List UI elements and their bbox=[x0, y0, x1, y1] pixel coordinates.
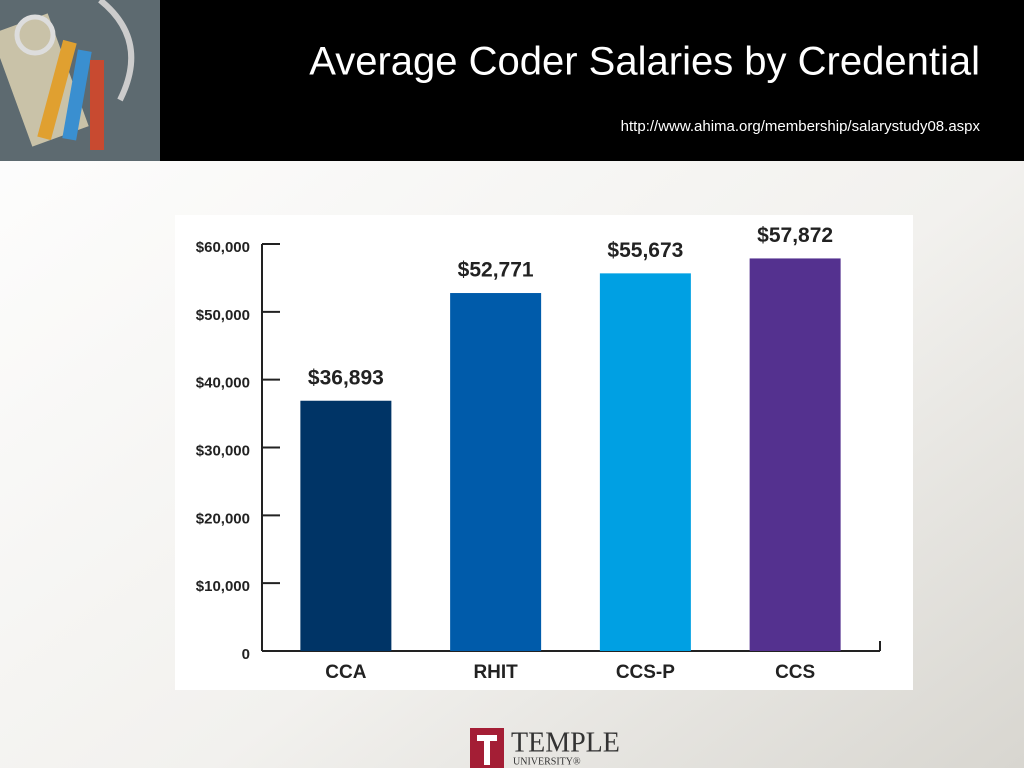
y-tick-label: $40,000 bbox=[196, 375, 250, 392]
slide-title: Average Coder Salaries by Credential bbox=[309, 40, 980, 84]
y-tick-label: $60,000 bbox=[196, 239, 250, 256]
x-tick-label: CCS-P bbox=[616, 662, 675, 683]
y-tick-label: $20,000 bbox=[196, 510, 250, 527]
value-label: $52,771 bbox=[458, 259, 534, 282]
header-image bbox=[0, 0, 160, 161]
y-tick-label: 0 bbox=[242, 646, 250, 663]
x-tick-label: RHIT bbox=[473, 662, 518, 683]
bar bbox=[599, 273, 691, 651]
x-tick-label: CCA bbox=[325, 662, 366, 683]
bar bbox=[450, 293, 542, 651]
y-tick-label: $10,000 bbox=[196, 578, 250, 595]
logo-name: TEMPLE bbox=[511, 727, 620, 758]
value-label: $55,673 bbox=[607, 239, 683, 262]
x-tick-label: CCS bbox=[775, 662, 815, 683]
value-label: $57,872 bbox=[757, 224, 833, 247]
y-tick-label: $50,000 bbox=[196, 307, 250, 324]
header-bar bbox=[0, 0, 1024, 161]
y-tick-label: $30,000 bbox=[196, 442, 250, 459]
bar bbox=[749, 258, 841, 651]
chart: 0 $10,000 $20,000 $30,000 $40,000 $50,000 $60,… bbox=[196, 224, 881, 683]
source-url: http://www.ahima.org/membership/salaryst… bbox=[621, 118, 981, 135]
bar bbox=[300, 400, 392, 651]
logo: TEMPLE UNIVERSITY® bbox=[470, 727, 620, 768]
logo-sub: UNIVERSITY® bbox=[513, 756, 581, 767]
value-label: $36,893 bbox=[308, 366, 384, 389]
